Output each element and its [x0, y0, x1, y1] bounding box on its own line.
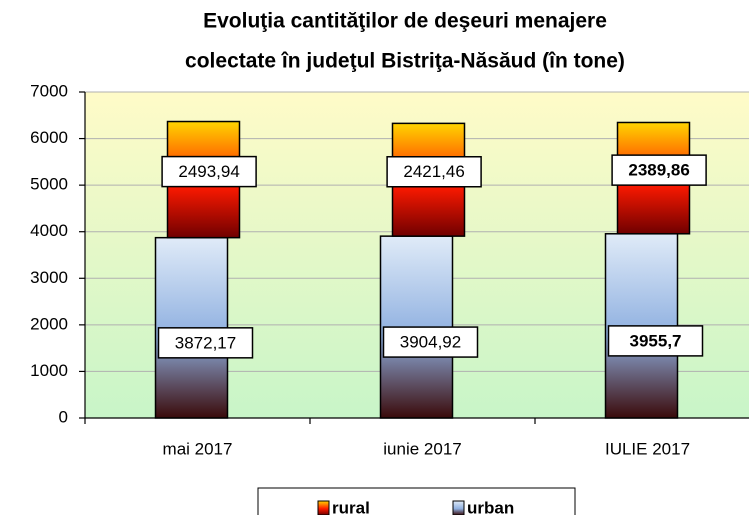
x-tick-label: IULIE 2017 — [605, 439, 690, 458]
legend — [257, 487, 576, 515]
y-tick-label: 6000 — [30, 128, 68, 147]
value-label-box — [611, 154, 707, 186]
value-label-box — [607, 325, 704, 357]
value-label: 2493,94 — [178, 162, 239, 181]
legend-label: urban — [467, 498, 514, 515]
y-tick-label: 4000 — [30, 221, 68, 240]
value-label: 2389,86 — [628, 161, 689, 180]
chart-title: colectate în judeţul Bistriţa-Năsăud (în… — [185, 50, 625, 73]
legend-swatch — [452, 500, 465, 515]
value-label: 3955,7 — [630, 331, 682, 350]
x-tick-label: mai 2017 — [163, 439, 233, 458]
value-label: 2421,46 — [403, 162, 464, 181]
y-tick-label: 0 — [59, 407, 68, 426]
value-label-box — [161, 155, 257, 188]
y-tick-label: 7000 — [30, 81, 68, 100]
value-label-box — [382, 326, 479, 358]
y-tick-label: 3000 — [30, 268, 68, 287]
value-label: 3904,92 — [400, 333, 461, 352]
y-tick-label: 1000 — [30, 361, 68, 380]
value-label-box — [386, 156, 482, 188]
y-tick-label: 2000 — [30, 314, 68, 333]
legend-label: rural — [332, 498, 370, 515]
x-tick-label: iunie 2017 — [383, 439, 461, 458]
value-label: 3872,17 — [175, 333, 236, 352]
legend-swatch — [317, 500, 330, 515]
y-tick-label: 5000 — [30, 175, 68, 194]
value-label-box — [157, 327, 254, 359]
chart-title: Evoluţia cantităţilor de deşeuri menajer… — [203, 10, 607, 33]
